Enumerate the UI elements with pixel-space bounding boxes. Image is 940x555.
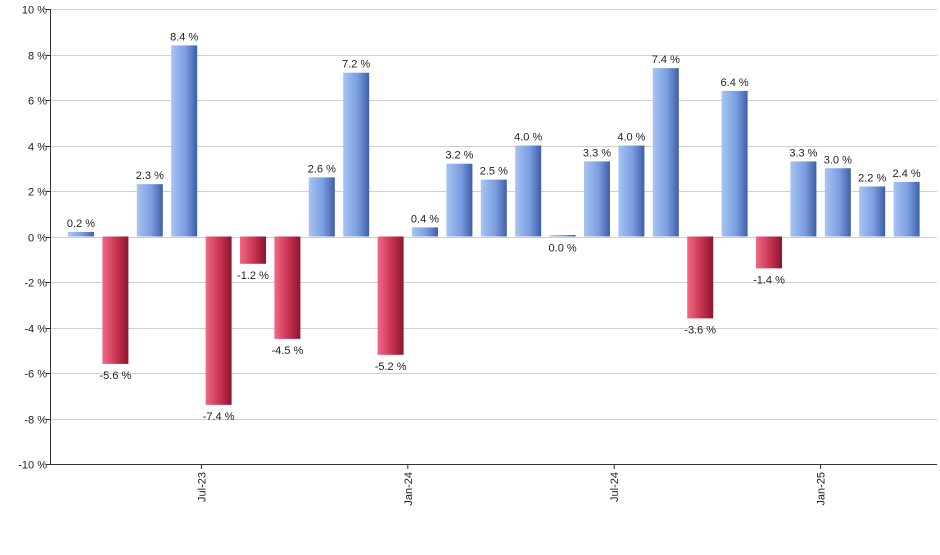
gridlines: [50, 9, 937, 465]
bar-data-label: 2.2 %: [858, 172, 886, 184]
bar-negative: [102, 236, 129, 364]
bar-positive: [515, 145, 542, 237]
x-tick-label: Jul-24: [609, 472, 621, 502]
bar-data-label: 3.0 %: [824, 154, 852, 166]
y-tick-label: 6 %: [28, 96, 47, 108]
bar-data-label: 2.6 %: [308, 163, 336, 175]
bar-negative: [687, 236, 714, 319]
bar-positive: [480, 179, 507, 237]
bar-data-label: 6.4 %: [721, 77, 749, 89]
bar-data-label: -1.2 %: [237, 270, 269, 282]
bar-negative: [205, 236, 232, 405]
data-labels: 0.2 % -5.6 % 2.3 % 8.4 % -7.4 % -1.2 % -4.5 % 2…: [67, 31, 921, 422]
y-tick-label: -10 %: [18, 460, 47, 472]
x-tick-label: Jul-23: [196, 472, 208, 502]
y-tick-label: 4 %: [28, 142, 47, 154]
y-tick-label: -2 %: [24, 278, 47, 290]
bar-positive: [549, 235, 576, 237]
bar-data-label: -4.5 %: [272, 345, 304, 357]
bar-positive: [446, 163, 473, 237]
bar-data-label: 8.4 %: [170, 31, 198, 43]
bar-positive: [618, 145, 645, 237]
bar-positive: [824, 168, 851, 237]
bar-positive: [790, 161, 817, 237]
bar-positive: [343, 72, 370, 237]
bar-positive: [721, 90, 748, 237]
axes: -10 % -8 % -6 % -4 % -2 % 0 % 2 % 4 % 6 % 8 % 10 %…: [18, 5, 937, 506]
bar-data-label: -5.2 %: [375, 361, 407, 373]
bar-positive: [308, 177, 335, 237]
x-tick-label: Jan-25: [816, 472, 828, 506]
bar-positive: [652, 68, 679, 237]
bar-negative: [377, 236, 404, 355]
y-tick-label: 10 %: [22, 5, 47, 17]
y-tick-label: -6 %: [24, 369, 47, 381]
bar-data-label: -1.4 %: [753, 274, 785, 286]
y-tick-label: 8 %: [28, 51, 47, 63]
bars: [68, 45, 920, 405]
y-tick-label: 0 %: [28, 233, 47, 245]
bar-data-label: -3.6 %: [684, 324, 716, 336]
bar-data-label: 2.5 %: [480, 166, 508, 178]
y-tick-label: -8 %: [24, 415, 47, 427]
bar-data-label: 0.0 %: [549, 243, 577, 255]
bar-negative: [274, 236, 301, 339]
bar-data-label: 7.4 %: [652, 54, 680, 66]
bar-positive: [584, 161, 610, 237]
bar-data-label: 3.3 %: [583, 147, 611, 159]
bar-data-label: 4.0 %: [617, 132, 645, 144]
bar-data-label: 7.2 %: [342, 59, 370, 71]
bar-positive: [412, 227, 438, 237]
bar-data-label: 3.3 %: [789, 147, 817, 159]
bar-positive: [171, 45, 198, 237]
bar-data-label: 0.2 %: [67, 218, 95, 230]
bar-data-label: 4.0 %: [514, 132, 542, 144]
bar-data-label: -7.4 %: [203, 411, 235, 423]
x-tick-label: Jan-24: [403, 472, 415, 506]
bar-data-label: 0.4 %: [411, 213, 439, 225]
bar-positive: [136, 184, 163, 237]
bar-positive: [859, 186, 886, 237]
bar-data-label: 2.3 %: [136, 170, 164, 182]
y-tick-label: -4 %: [24, 324, 47, 336]
bar-positive: [68, 231, 94, 237]
bar-data-label: -5.6 %: [100, 370, 132, 382]
bar-positive: [893, 181, 920, 237]
y-tick-label: 2 %: [28, 187, 47, 199]
bar-negative: [240, 236, 266, 264]
bar-negative: [756, 236, 782, 269]
bar-data-label: 3.2 %: [445, 150, 473, 162]
bar-data-label: 2.4 %: [893, 168, 921, 180]
